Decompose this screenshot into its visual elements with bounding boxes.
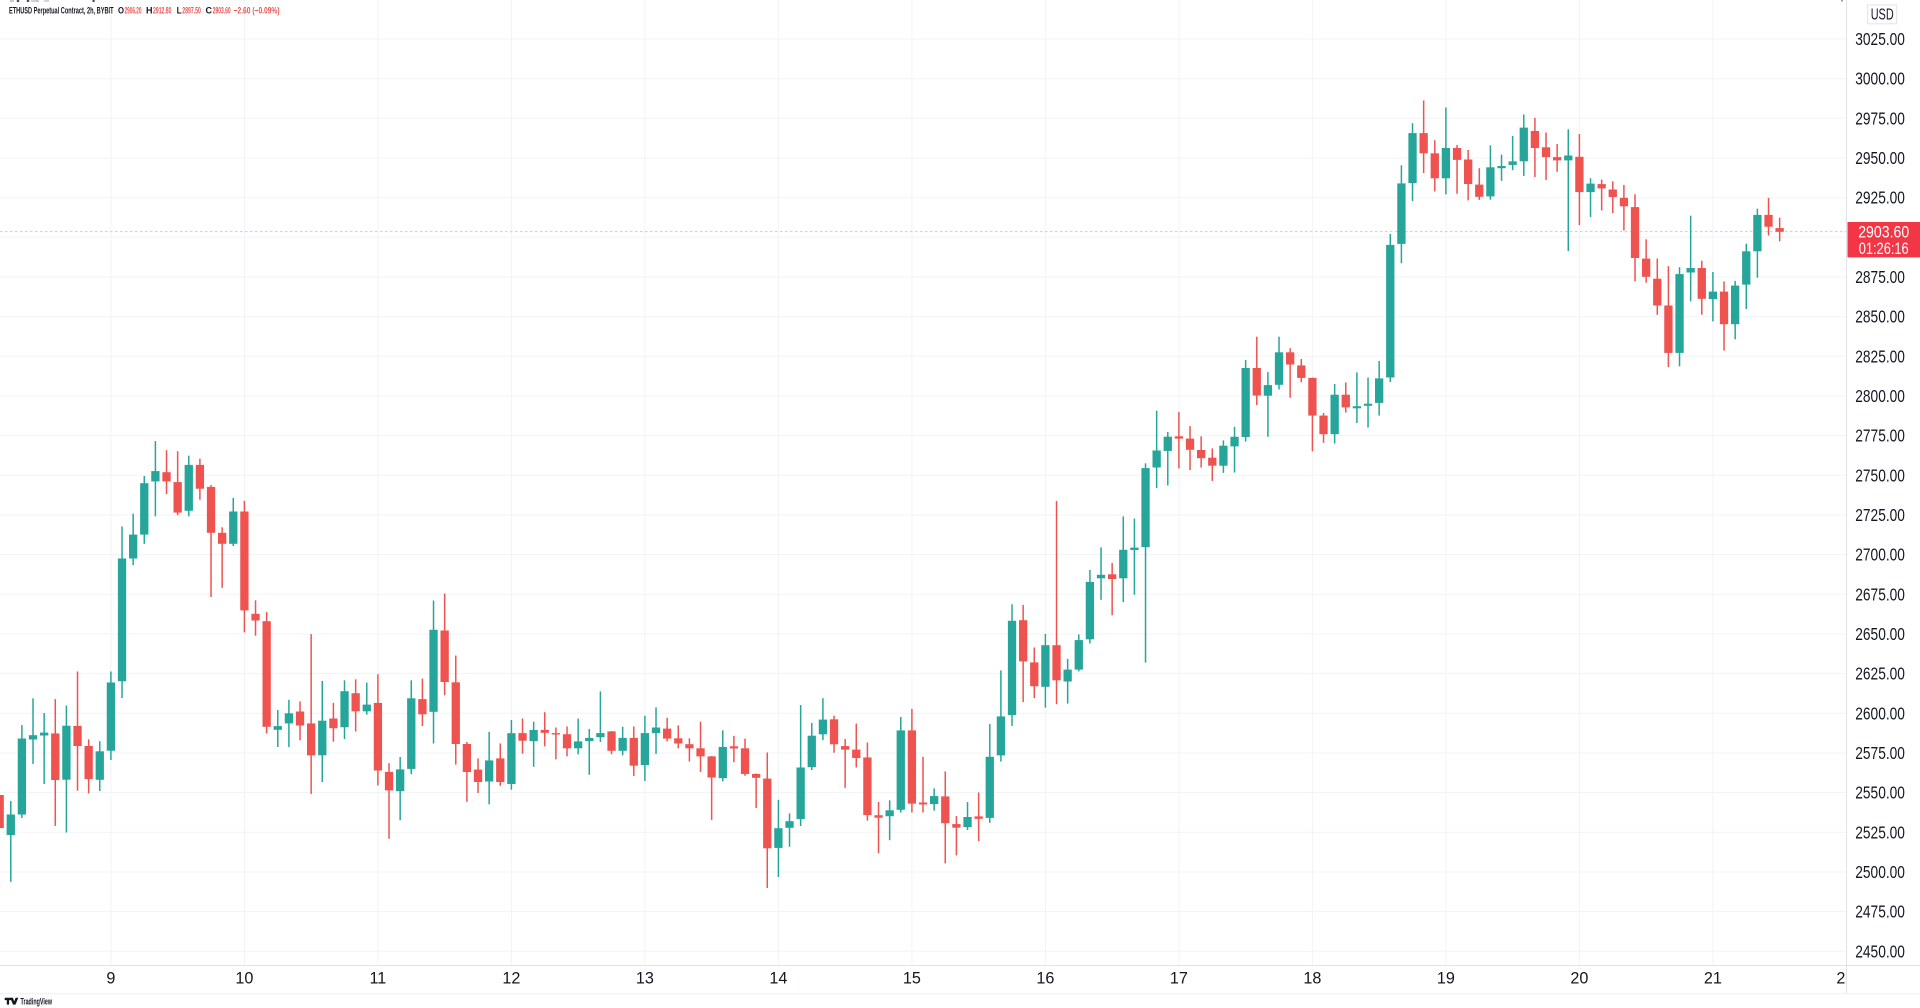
svg-text:2975.00: 2975.00 (1855, 108, 1905, 128)
svg-text:2700.00: 2700.00 (1855, 545, 1905, 565)
svg-text:14: 14 (769, 970, 787, 988)
svg-text:11: 11 (369, 970, 386, 988)
svg-text:2950.00: 2950.00 (1855, 148, 1905, 168)
svg-text:2500.00: 2500.00 (1855, 862, 1905, 882)
svg-text:10: 10 (235, 970, 253, 988)
svg-text:H: H (146, 6, 153, 16)
svg-text:3025.00: 3025.00 (1855, 29, 1905, 49)
svg-text:2575.00: 2575.00 (1855, 743, 1905, 763)
svg-text:USD: USD (1871, 6, 1894, 23)
svg-text:2800.00: 2800.00 (1855, 386, 1905, 406)
svg-text:2903.60: 2903.60 (1858, 223, 1909, 242)
svg-text:2850.00: 2850.00 (1855, 307, 1905, 327)
svg-text:2825.00: 2825.00 (1855, 346, 1905, 366)
svg-text:2875.00: 2875.00 (1855, 267, 1905, 287)
svg-text:2450.00: 2450.00 (1855, 941, 1905, 961)
svg-text:13: 13 (636, 970, 654, 988)
svg-text:TradingView: TradingView (21, 997, 53, 1007)
svg-text:3000.00: 3000.00 (1855, 69, 1905, 89)
svg-text:2600.00: 2600.00 (1855, 703, 1905, 723)
svg-text:2675.00: 2675.00 (1855, 584, 1905, 604)
svg-text:L: L (177, 6, 182, 16)
svg-text:−2.60 (−0.09%): −2.60 (−0.09%) (234, 6, 280, 16)
svg-text:2650.00: 2650.00 (1855, 624, 1905, 644)
svg-text:2750.00: 2750.00 (1855, 465, 1905, 485)
svg-text:15: 15 (903, 970, 921, 988)
svg-text:12: 12 (502, 970, 520, 988)
svg-text:2897.50: 2897.50 (182, 6, 201, 16)
svg-text:2725.00: 2725.00 (1855, 505, 1905, 525)
svg-text:2903.60: 2903.60 (213, 6, 231, 16)
svg-text:18: 18 (1303, 970, 1321, 988)
svg-text:21: 21 (1704, 970, 1722, 988)
svg-text:01:26:16: 01:26:16 (1859, 239, 1909, 258)
svg-text:19: 19 (1437, 970, 1455, 988)
svg-text:ETHUSD Perpetual Contract, 2h,: ETHUSD Perpetual Contract, 2h, BYBIT (9, 6, 114, 16)
svg-text:2925.00: 2925.00 (1855, 188, 1905, 208)
svg-text:C: C (206, 6, 213, 16)
svg-text:17: 17 (1170, 970, 1188, 988)
svg-text:16: 16 (1036, 970, 1054, 988)
svg-text:2912.80: 2912.80 (153, 6, 172, 16)
svg-text:2625.00: 2625.00 (1855, 664, 1905, 684)
svg-text:20: 20 (1570, 970, 1588, 988)
svg-text:2525.00: 2525.00 (1855, 822, 1905, 842)
svg-text:2775.00: 2775.00 (1855, 426, 1905, 446)
svg-text:2550.00: 2550.00 (1855, 783, 1905, 803)
svg-text:2475.00: 2475.00 (1855, 902, 1905, 922)
svg-text:O: O (118, 6, 124, 16)
svg-text:2906.20: 2906.20 (125, 6, 142, 16)
svg-text:9: 9 (106, 970, 115, 988)
